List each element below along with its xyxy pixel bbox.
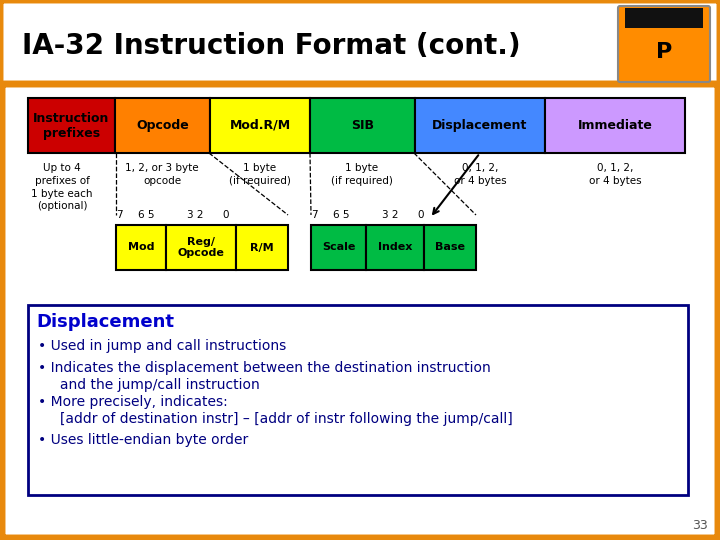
Bar (311, 225, 366, 270)
Text: Mod.R/M: Mod.R/M (230, 119, 291, 132)
Bar (310, 98, 415, 153)
Bar (115, 98, 210, 153)
Text: • Indicates the displacement between the destination instruction
     and the ju: • Indicates the displacement between the… (38, 361, 491, 392)
Bar (116, 225, 166, 270)
Text: P: P (656, 42, 672, 62)
Text: 0, 1, 2,
or 4 bytes: 0, 1, 2, or 4 bytes (454, 163, 506, 186)
Text: Scale: Scale (322, 242, 355, 253)
Text: 1 byte
(if required): 1 byte (if required) (229, 163, 291, 186)
FancyBboxPatch shape (0, 0, 720, 90)
Bar (545, 98, 685, 153)
Text: Opcode: Opcode (136, 119, 189, 132)
Text: 0, 1, 2,
or 4 bytes: 0, 1, 2, or 4 bytes (589, 163, 642, 186)
Bar (424, 225, 476, 270)
Bar (166, 225, 236, 270)
Text: Reg/
Opcode: Reg/ Opcode (178, 237, 225, 258)
Text: 3 2: 3 2 (187, 210, 204, 220)
FancyBboxPatch shape (2, 84, 718, 538)
Bar (625, 8, 703, 28)
Text: 3 2: 3 2 (382, 210, 398, 220)
Bar (366, 225, 424, 270)
Text: 0: 0 (417, 210, 423, 220)
Bar (236, 225, 288, 270)
Bar (28, 305, 688, 495)
Text: Immediate: Immediate (577, 119, 652, 132)
Bar (415, 98, 545, 153)
Text: Base: Base (435, 242, 465, 253)
Text: • More precisely, indicates:
     [addr of destination instr] – [addr of instr f: • More precisely, indicates: [addr of de… (38, 395, 513, 426)
Text: Displacement: Displacement (432, 119, 528, 132)
Text: • Uses little-endian byte order: • Uses little-endian byte order (38, 433, 248, 447)
Text: 33: 33 (692, 519, 708, 532)
FancyBboxPatch shape (618, 6, 710, 82)
Text: Index: Index (378, 242, 412, 253)
Text: 6 5: 6 5 (138, 210, 155, 220)
Text: 1, 2, or 3 byte
opcode: 1, 2, or 3 byte opcode (125, 163, 199, 186)
Text: IA-32 Instruction Format (cont.): IA-32 Instruction Format (cont.) (22, 32, 521, 60)
Text: 7: 7 (311, 210, 318, 220)
Text: 7: 7 (116, 210, 122, 220)
Text: Mod: Mod (127, 242, 154, 253)
Text: Up to 4
prefixes of
1 byte each
(optional): Up to 4 prefixes of 1 byte each (optiona… (31, 163, 93, 211)
Text: Displacement: Displacement (36, 313, 174, 331)
Bar (210, 98, 310, 153)
Text: 6 5: 6 5 (333, 210, 349, 220)
Text: 1 byte
(if required): 1 byte (if required) (331, 163, 393, 186)
Text: 0: 0 (222, 210, 228, 220)
Text: Instruction
prefixes: Instruction prefixes (33, 111, 109, 139)
Text: SIB: SIB (351, 119, 374, 132)
Bar (28, 98, 115, 153)
Text: R/M: R/M (250, 242, 274, 253)
Text: • Used in jump and call instructions: • Used in jump and call instructions (38, 339, 287, 353)
